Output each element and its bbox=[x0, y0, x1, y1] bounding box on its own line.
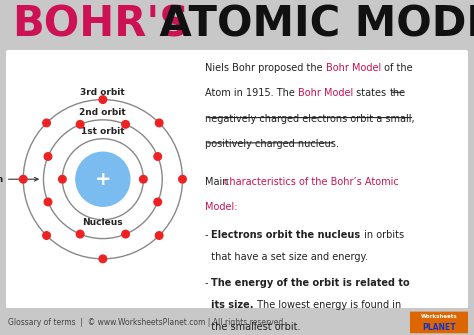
Text: Model:: Model: bbox=[205, 202, 237, 212]
Text: positively charged nucleus: positively charged nucleus bbox=[205, 139, 336, 149]
Circle shape bbox=[99, 255, 107, 263]
Text: 3rd orbit: 3rd orbit bbox=[81, 88, 125, 97]
Circle shape bbox=[154, 198, 162, 206]
Circle shape bbox=[43, 119, 50, 127]
Circle shape bbox=[154, 153, 162, 160]
Text: states: states bbox=[353, 88, 389, 98]
Text: Bohr Model: Bohr Model bbox=[326, 63, 381, 73]
Text: Main: Main bbox=[205, 177, 231, 187]
Text: Atom in 1915. The: Atom in 1915. The bbox=[205, 88, 298, 98]
Text: BOHR'S: BOHR'S bbox=[12, 3, 189, 45]
Circle shape bbox=[139, 176, 147, 183]
Circle shape bbox=[44, 198, 52, 206]
Circle shape bbox=[44, 153, 52, 160]
Text: Bohr Model: Bohr Model bbox=[298, 88, 353, 98]
Text: negatively charged electrons orbit a small,: negatively charged electrons orbit a sma… bbox=[205, 114, 414, 124]
Circle shape bbox=[99, 96, 107, 104]
Circle shape bbox=[59, 176, 66, 183]
Text: PLANET: PLANET bbox=[422, 323, 456, 332]
Text: 2nd orbit: 2nd orbit bbox=[80, 108, 126, 117]
Circle shape bbox=[76, 121, 84, 128]
FancyBboxPatch shape bbox=[410, 312, 468, 333]
Circle shape bbox=[155, 119, 163, 127]
Text: of the: of the bbox=[381, 63, 412, 73]
Circle shape bbox=[122, 121, 129, 128]
Text: 1st orbit: 1st orbit bbox=[81, 127, 125, 136]
Text: Worksheets: Worksheets bbox=[421, 314, 457, 319]
Text: its size.: its size. bbox=[211, 300, 254, 310]
Text: The energy of the orbit is related to: The energy of the orbit is related to bbox=[211, 278, 410, 288]
Circle shape bbox=[122, 230, 129, 238]
Circle shape bbox=[155, 232, 163, 239]
Text: the smallest orbit.: the smallest orbit. bbox=[205, 322, 301, 332]
Text: that have a set size and energy.: that have a set size and energy. bbox=[205, 252, 368, 262]
Text: Electrons orbit the nucleus: Electrons orbit the nucleus bbox=[211, 230, 361, 240]
Text: Niels Bohr proposed the: Niels Bohr proposed the bbox=[205, 63, 326, 73]
Text: in orbits: in orbits bbox=[361, 230, 404, 240]
Circle shape bbox=[76, 230, 84, 238]
Text: Nucleus: Nucleus bbox=[82, 218, 123, 227]
Text: Electron: Electron bbox=[0, 175, 38, 184]
Text: ATOMIC MODEL: ATOMIC MODEL bbox=[145, 3, 474, 45]
Text: The lowest energy is found in: The lowest energy is found in bbox=[254, 300, 401, 310]
Text: +: + bbox=[95, 170, 111, 189]
Text: .: . bbox=[336, 139, 339, 149]
Circle shape bbox=[179, 176, 186, 183]
Text: -: - bbox=[205, 278, 211, 288]
Text: -: - bbox=[205, 230, 211, 240]
FancyBboxPatch shape bbox=[5, 49, 469, 309]
Text: the: the bbox=[389, 88, 405, 98]
Circle shape bbox=[43, 232, 50, 239]
Text: Glossary of terms  |  © www.WorksheetsPlanet.com | All rights reserved: Glossary of terms | © www.WorksheetsPlan… bbox=[8, 318, 283, 327]
Text: characteristics of the Bohr’s Atomic: characteristics of the Bohr’s Atomic bbox=[224, 177, 399, 187]
Circle shape bbox=[19, 176, 27, 183]
Circle shape bbox=[76, 152, 130, 206]
